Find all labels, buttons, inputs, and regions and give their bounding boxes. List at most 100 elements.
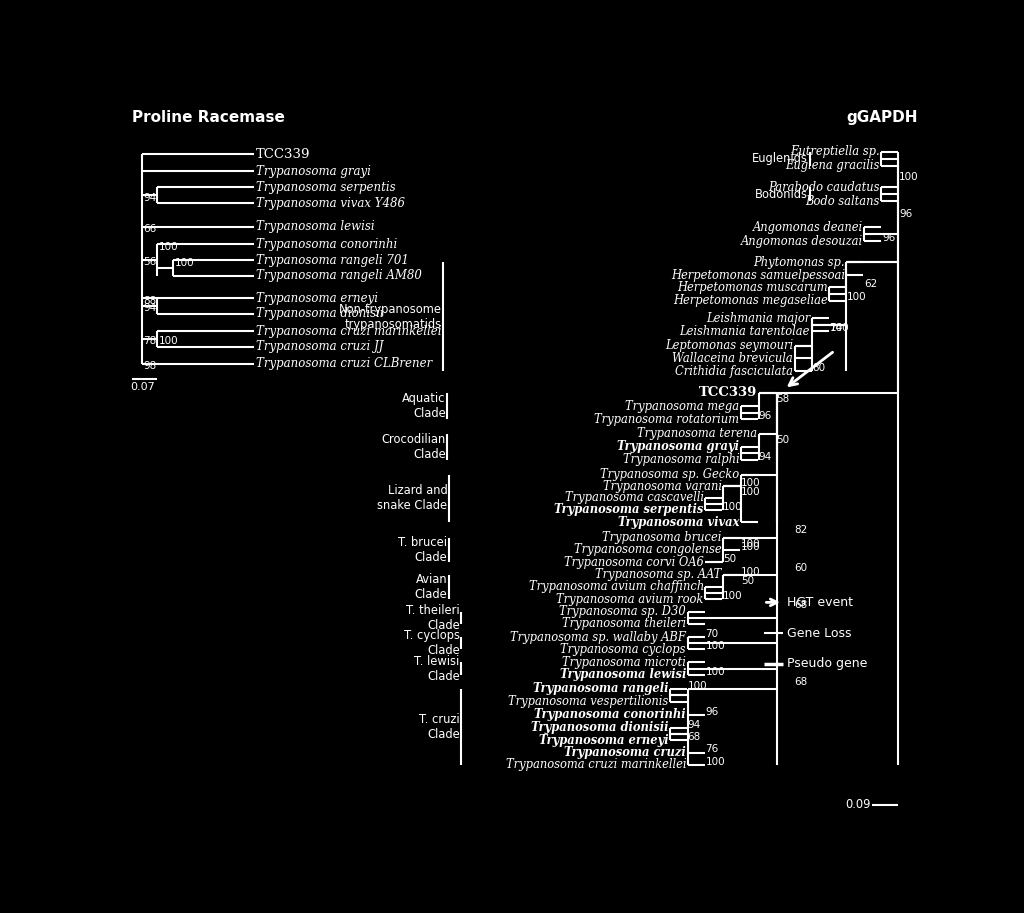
Text: Trypanosoma cruzi CLBrener: Trypanosoma cruzi CLBrener [256, 357, 432, 370]
Text: Trypanosoma congolense: Trypanosoma congolense [574, 543, 722, 557]
Text: Herpetomonas muscarum: Herpetomonas muscarum [677, 281, 827, 294]
Text: 100: 100 [741, 539, 761, 549]
Text: Trypanosoma erneyi: Trypanosoma erneyi [256, 292, 378, 305]
Text: 94: 94 [687, 719, 700, 729]
Text: Trypanosoma cruzi JJ: Trypanosoma cruzi JJ [256, 341, 383, 353]
Text: 100: 100 [159, 242, 178, 252]
Text: 98: 98 [143, 361, 157, 371]
Text: 68: 68 [795, 677, 808, 687]
Text: 96: 96 [899, 209, 912, 219]
Text: Herpetomonas megaseliae: Herpetomonas megaseliae [673, 294, 827, 307]
Text: Aquatic
Clade: Aquatic Clade [402, 392, 445, 420]
Text: Trypanosoma vivax Y486: Trypanosoma vivax Y486 [256, 197, 404, 210]
Text: 50: 50 [741, 576, 754, 586]
Text: Bodo saltans: Bodo saltans [805, 194, 880, 207]
Text: 100: 100 [741, 542, 761, 552]
Text: Non-trypanosome
trypanosomatids: Non-trypanosome trypanosomatids [339, 303, 442, 331]
Text: Euglena gracilis: Euglena gracilis [785, 159, 880, 173]
Text: 96: 96 [882, 233, 895, 243]
Text: 96: 96 [759, 411, 772, 421]
Text: Angomonas deanei: Angomonas deanei [753, 221, 862, 234]
Text: T. theileri
Clade: T. theileri Clade [407, 603, 460, 632]
Text: Trypanosoma sp. wallaby ABF: Trypanosoma sp. wallaby ABF [510, 631, 686, 644]
Text: Trypanosoma rangeli AM80: Trypanosoma rangeli AM80 [256, 269, 422, 282]
Text: 68: 68 [795, 601, 808, 611]
Text: Parabodo caudatus: Parabodo caudatus [768, 181, 880, 194]
Text: Trypanosoma mega: Trypanosoma mega [626, 400, 739, 413]
Text: Leishmania major: Leishmania major [706, 311, 810, 325]
Text: 94: 94 [143, 303, 157, 313]
Text: 100: 100 [899, 172, 919, 182]
Text: 100: 100 [159, 336, 178, 346]
Text: Trypanosoma serpentis: Trypanosoma serpentis [256, 181, 395, 194]
Text: T. lewisi
Clade: T. lewisi Clade [415, 655, 460, 683]
Text: Trypanosoma dionisii: Trypanosoma dionisii [530, 721, 669, 734]
Text: Leishmania tarentolae: Leishmania tarentolae [680, 325, 810, 338]
Text: 82: 82 [795, 525, 808, 535]
Text: Pseudo gene: Pseudo gene [786, 657, 867, 670]
Text: 100: 100 [741, 567, 761, 577]
Text: Trypanosoma grayi: Trypanosoma grayi [256, 164, 371, 178]
Text: Trypanosoma avium rook: Trypanosoma avium rook [556, 593, 703, 606]
Text: Trypanosoma cruzi: Trypanosoma cruzi [564, 746, 686, 759]
Text: Trypanosoma vivax: Trypanosoma vivax [617, 516, 739, 529]
Text: 60: 60 [795, 563, 808, 573]
Text: 100: 100 [741, 487, 761, 497]
Text: Trypanosoma conorinhi: Trypanosoma conorinhi [256, 237, 397, 251]
Text: 0.07: 0.07 [130, 382, 155, 392]
Text: 96: 96 [706, 707, 719, 717]
Text: T. brucei
Clade: T. brucei Clade [398, 536, 447, 564]
Text: Eutreptiella sp.: Eutreptiella sp. [791, 145, 880, 159]
Text: 0.09: 0.09 [845, 798, 870, 812]
Text: 78: 78 [143, 336, 157, 346]
Text: Crocodilian
Clade: Crocodilian Clade [382, 433, 445, 461]
Text: 100: 100 [687, 680, 708, 690]
Text: Trypanosoma cruzi marinkellei: Trypanosoma cruzi marinkellei [256, 325, 441, 338]
Text: 94: 94 [143, 193, 157, 203]
Text: Trypanosoma lewisi: Trypanosoma lewisi [256, 220, 375, 233]
Text: Trypanosoma lewisi: Trypanosoma lewisi [560, 668, 686, 681]
Text: 74: 74 [829, 323, 843, 333]
Text: TCC339: TCC339 [699, 386, 758, 399]
Text: Trypanosoma rangeli: Trypanosoma rangeli [532, 682, 669, 695]
Text: 58: 58 [776, 394, 790, 404]
Text: 100: 100 [706, 666, 725, 677]
Text: Trypanosoma ralphi: Trypanosoma ralphi [623, 454, 739, 467]
Text: 100: 100 [829, 323, 849, 333]
Text: Herpetomonas samuelpessoai: Herpetomonas samuelpessoai [671, 268, 845, 281]
Text: Leptomonas seymouri: Leptomonas seymouri [665, 340, 793, 352]
Text: T. cruzi
Clade: T. cruzi Clade [419, 713, 460, 740]
Text: Wallaceina brevicula: Wallaceina brevicula [672, 352, 793, 365]
Text: Trypanosoma rangeli 701: Trypanosoma rangeli 701 [256, 254, 409, 267]
Text: Trypanosoma cascavelli: Trypanosoma cascavelli [565, 491, 703, 504]
Text: 76: 76 [706, 744, 719, 754]
Text: 100: 100 [741, 478, 761, 488]
Text: 100: 100 [706, 641, 725, 651]
Text: Euglenids: Euglenids [752, 152, 808, 165]
Text: Trypanosoma rotatorium: Trypanosoma rotatorium [595, 413, 739, 425]
Text: Crithidia fasciculata: Crithidia fasciculata [675, 365, 793, 378]
Text: 50: 50 [776, 436, 790, 446]
Text: 94: 94 [759, 452, 772, 462]
Text: Trypanosoma sp. Gecko: Trypanosoma sp. Gecko [600, 468, 739, 481]
Text: Trypanosoma serpentis: Trypanosoma serpentis [554, 503, 703, 517]
Text: Trypanosoma sp. AAT: Trypanosoma sp. AAT [595, 568, 722, 582]
Text: 80: 80 [812, 363, 825, 373]
Text: Lizard and
snake Clade: Lizard and snake Clade [377, 485, 447, 512]
Text: Trypanosoma sp. D30: Trypanosoma sp. D30 [559, 605, 686, 618]
Text: Trypanosoma grayi: Trypanosoma grayi [617, 440, 739, 454]
Text: Avian
Clade: Avian Clade [415, 573, 447, 601]
Text: Trypanosoma brucei: Trypanosoma brucei [602, 531, 722, 544]
Text: 100: 100 [174, 257, 195, 268]
Text: Gene Loss: Gene Loss [786, 626, 851, 640]
Text: 100: 100 [847, 292, 867, 302]
Text: Trypanosoma vespertilionis: Trypanosoma vespertilionis [508, 695, 669, 708]
Text: 70: 70 [706, 629, 719, 639]
Text: 66: 66 [143, 224, 157, 234]
Text: Trypanosoma dionisii: Trypanosoma dionisii [256, 307, 384, 320]
Text: Trypanosoma avium chaffinch: Trypanosoma avium chaffinch [528, 581, 703, 593]
Text: Trypanosoma terena: Trypanosoma terena [637, 427, 758, 440]
Text: Trypanosoma cyclops: Trypanosoma cyclops [560, 643, 686, 656]
Text: TCC339: TCC339 [256, 148, 310, 161]
Text: Angomonas desouzai: Angomonas desouzai [740, 235, 862, 247]
